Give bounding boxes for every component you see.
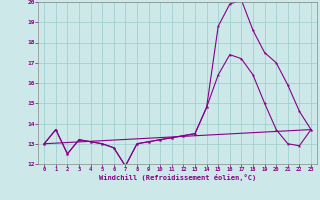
X-axis label: Windchill (Refroidissement éolien,°C): Windchill (Refroidissement éolien,°C) — [99, 174, 256, 181]
